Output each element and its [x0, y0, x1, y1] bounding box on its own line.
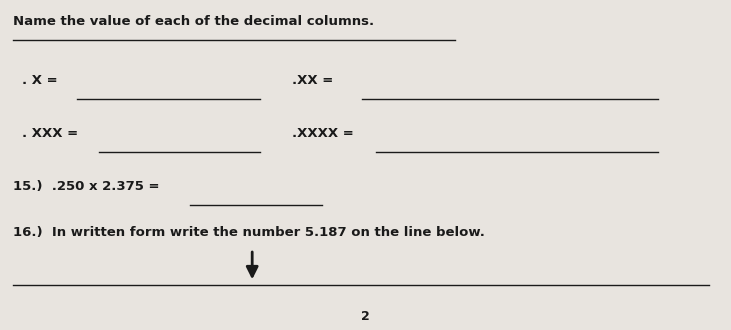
Text: . XXX =: . XXX = [22, 127, 78, 140]
Text: 16.)  In written form write the number 5.187 on the line below.: 16.) In written form write the number 5.… [13, 226, 485, 239]
Text: .XXXX =: .XXXX = [292, 127, 354, 140]
Text: 2: 2 [361, 311, 370, 323]
Text: Name the value of each of the decimal columns.: Name the value of each of the decimal co… [13, 15, 374, 28]
Text: 15.)  .250 x 2.375 =: 15.) .250 x 2.375 = [13, 180, 159, 193]
Text: . X =: . X = [22, 74, 58, 87]
Text: .XX =: .XX = [292, 74, 333, 87]
